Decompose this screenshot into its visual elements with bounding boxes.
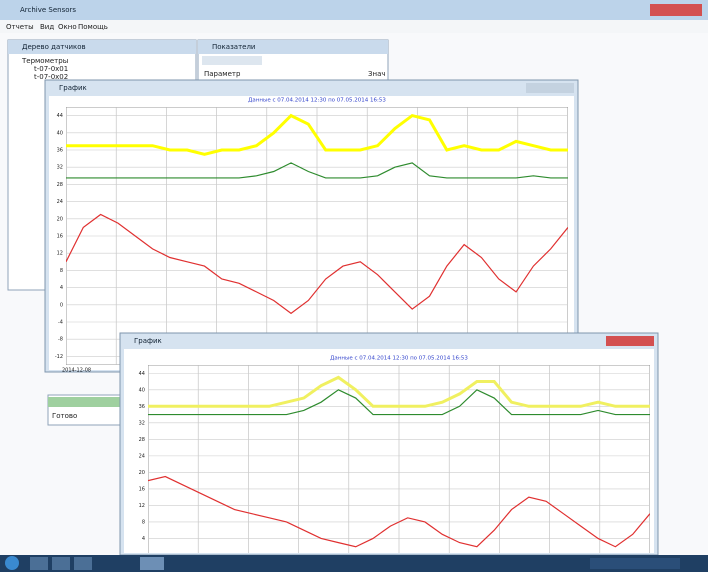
tree-item[interactable]: t-07-0x01: [34, 65, 68, 73]
y-tick-label: 8: [60, 268, 63, 274]
window-title: График: [134, 337, 162, 345]
menu-item[interactable]: Отчеты: [6, 23, 34, 31]
tray: [590, 558, 680, 569]
status-indicator: [48, 397, 122, 407]
y-tick-label: 28: [139, 437, 145, 443]
column-header: Параметр: [204, 70, 241, 78]
y-tick-label: 36: [57, 148, 63, 154]
tree-panel-title: Дерево датчиков: [22, 43, 86, 51]
y-tick-label: 4: [142, 536, 145, 542]
chart-window: График 4 8 12 16 20 24 28 32 36 40 44 Данные с 07.04…: [120, 333, 658, 555]
y-tick-label: 4: [60, 285, 63, 291]
window-title: График: [59, 84, 87, 92]
menu-item[interactable]: Окно: [58, 23, 77, 31]
menu-item[interactable]: Помощь: [78, 23, 108, 31]
y-tick-label: 40: [139, 387, 145, 393]
y-tick-label: 44: [139, 371, 145, 377]
chart-windows: График -12 -8 -4 0 4 8 12 16 20 24 28 32 36 40 44 Данные…: [45, 80, 658, 555]
taskbar-icon[interactable]: [30, 557, 48, 570]
window-buttons[interactable]: [526, 83, 574, 93]
plot: [66, 107, 568, 365]
y-tick-label: 12: [139, 503, 145, 509]
y-tick-label: 0: [60, 302, 63, 308]
y-tick-label: 44: [57, 113, 63, 119]
y-tick-label: 16: [139, 486, 145, 492]
y-tick-label: 32: [57, 165, 63, 171]
start-button[interactable]: [5, 556, 19, 570]
chart-title: Данные с 07.04.2014 12:30 по 07.05.2014 …: [330, 356, 468, 362]
window-buttons[interactable]: [650, 4, 702, 16]
toolbar[interactable]: [202, 56, 262, 65]
plot: [148, 365, 650, 555]
y-tick-label: 16: [57, 234, 63, 240]
chart-title: Данные с 07.04.2014 12:30 по 07.05.2014 …: [248, 98, 386, 104]
taskbar-icon[interactable]: [74, 557, 92, 570]
y-tick-label: 24: [57, 199, 63, 205]
y-tick-label: 28: [57, 182, 63, 188]
y-tick-label: -4: [58, 320, 63, 326]
desktop: Archive Sensors Отчеты Вид Окно Помощь Д…: [0, 0, 708, 572]
x-axis-label: 2014-12-08: [62, 368, 91, 374]
y-tick-label: 20: [139, 470, 145, 476]
y-tick-label: 20: [57, 216, 63, 222]
y-tick-label: -8: [58, 337, 63, 343]
status-text: Готово: [52, 412, 77, 420]
params-panel-title: Показатели: [212, 43, 255, 51]
y-tick-label: 12: [57, 251, 63, 257]
taskbar-icon[interactable]: [52, 557, 70, 570]
menu-item[interactable]: Вид: [40, 23, 54, 31]
tree-item[interactable]: Термометры: [21, 57, 68, 65]
y-tick-label: 36: [139, 404, 145, 410]
y-tick-label: 24: [139, 453, 145, 459]
chart-window: График -12 -8 -4 0 4 8 12 16 20 24 28 32 36 40 44 Данные…: [45, 80, 578, 374]
app-title: Archive Sensors: [20, 6, 76, 14]
y-tick-label: 32: [139, 420, 145, 426]
taskbar-icon[interactable]: [140, 557, 164, 570]
y-tick-label: -12: [55, 354, 63, 360]
window-buttons[interactable]: [606, 336, 654, 346]
column-header: Знач: [368, 70, 386, 78]
y-tick-label: 40: [57, 130, 63, 136]
y-tick-label: 8: [142, 519, 145, 525]
app-title-bar: [0, 0, 708, 20]
